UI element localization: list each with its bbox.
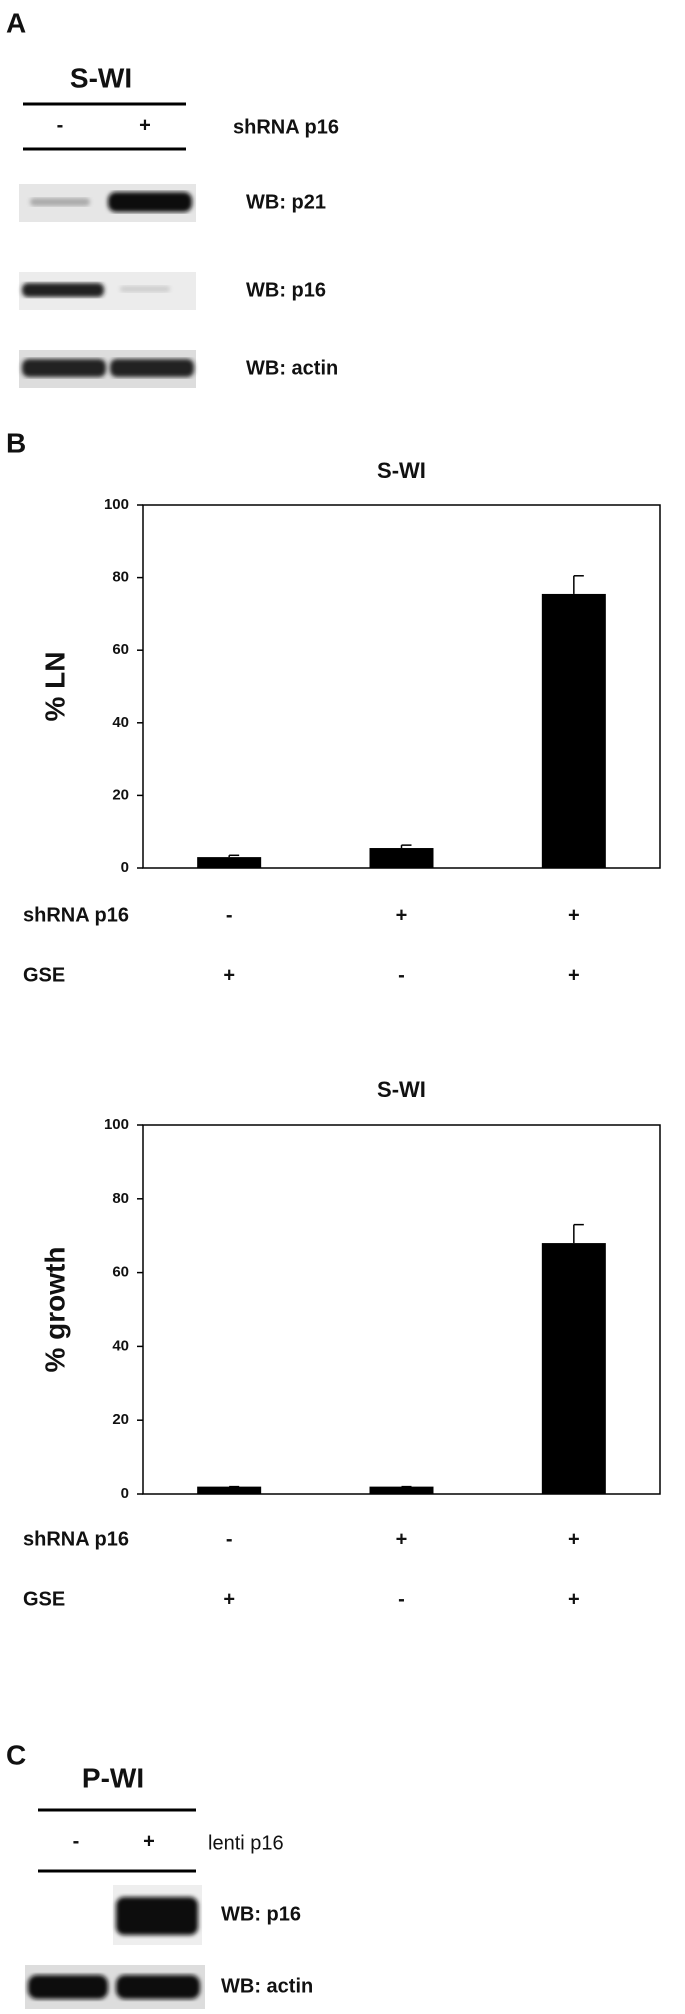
condition-sign: - (398, 964, 405, 986)
lane-sign: - (57, 114, 64, 136)
blot-actin (19, 350, 196, 388)
treatment-label: shRNA p16 (233, 116, 339, 138)
condition-sign: + (568, 904, 580, 926)
chart-title: S-WI (377, 1077, 426, 1102)
condition-label: shRNA p16 (23, 1528, 129, 1550)
y-tick-label: 100 (104, 1116, 129, 1133)
y-tick-label: 0 (121, 1485, 129, 1502)
chart-title: S-WI (377, 458, 426, 483)
y-tick-label: 20 (112, 1411, 129, 1428)
bar (197, 857, 262, 868)
y-tick-label: 60 (112, 1264, 129, 1281)
blot-p16 (19, 272, 196, 310)
lane-sign: + (143, 1830, 155, 1852)
y-tick-label: 20 (112, 786, 129, 803)
blot-actin (25, 1965, 205, 2009)
bar (369, 848, 434, 868)
cell-line: S-WI (70, 62, 132, 93)
blot-p16 (113, 1885, 202, 1945)
blot-label: WB: actin (221, 1975, 313, 1997)
y-tick-label: 0 (121, 859, 129, 876)
condition-label: GSE (23, 1588, 65, 1610)
bar (197, 1486, 262, 1494)
condition-label: shRNA p16 (23, 904, 129, 926)
panel-label: A (6, 7, 26, 38)
condition-label: GSE (23, 964, 65, 986)
y-tick-label: 60 (112, 641, 129, 658)
panel-label: B (6, 427, 26, 458)
condition-sign: + (568, 964, 580, 986)
condition-sign: + (223, 1588, 235, 1610)
y-tick-label: 80 (112, 569, 129, 586)
bar (541, 593, 606, 868)
blot-label: WB: actin (246, 357, 338, 379)
blot-label: WB: p21 (246, 191, 326, 213)
y-tick-label: 100 (104, 496, 129, 513)
cell-line: P-WI (82, 1762, 144, 1793)
y-tick-label: 40 (112, 1337, 129, 1354)
condition-sign: + (396, 904, 408, 926)
treatment-label: lenti p16 (208, 1832, 284, 1854)
condition-sign: + (568, 1528, 580, 1550)
y-axis-label: % LN (39, 652, 70, 722)
condition-sign: - (226, 904, 233, 926)
condition-sign: + (396, 1528, 408, 1550)
y-axis-label: % growth (39, 1247, 70, 1373)
panel-label: C (6, 1739, 26, 1770)
condition-sign: + (223, 964, 235, 986)
bar (369, 1486, 434, 1494)
y-tick-label: 80 (112, 1190, 129, 1207)
condition-sign: + (568, 1588, 580, 1610)
lane-sign: + (139, 114, 151, 136)
lane-sign: - (73, 1830, 80, 1852)
blot-label: WB: p16 (246, 279, 326, 301)
blot-label: WB: p16 (221, 1903, 301, 1925)
blot-p21 (19, 184, 196, 222)
y-tick-label: 40 (112, 714, 129, 731)
condition-sign: - (398, 1588, 405, 1610)
condition-sign: - (226, 1528, 233, 1550)
bar (541, 1243, 606, 1494)
